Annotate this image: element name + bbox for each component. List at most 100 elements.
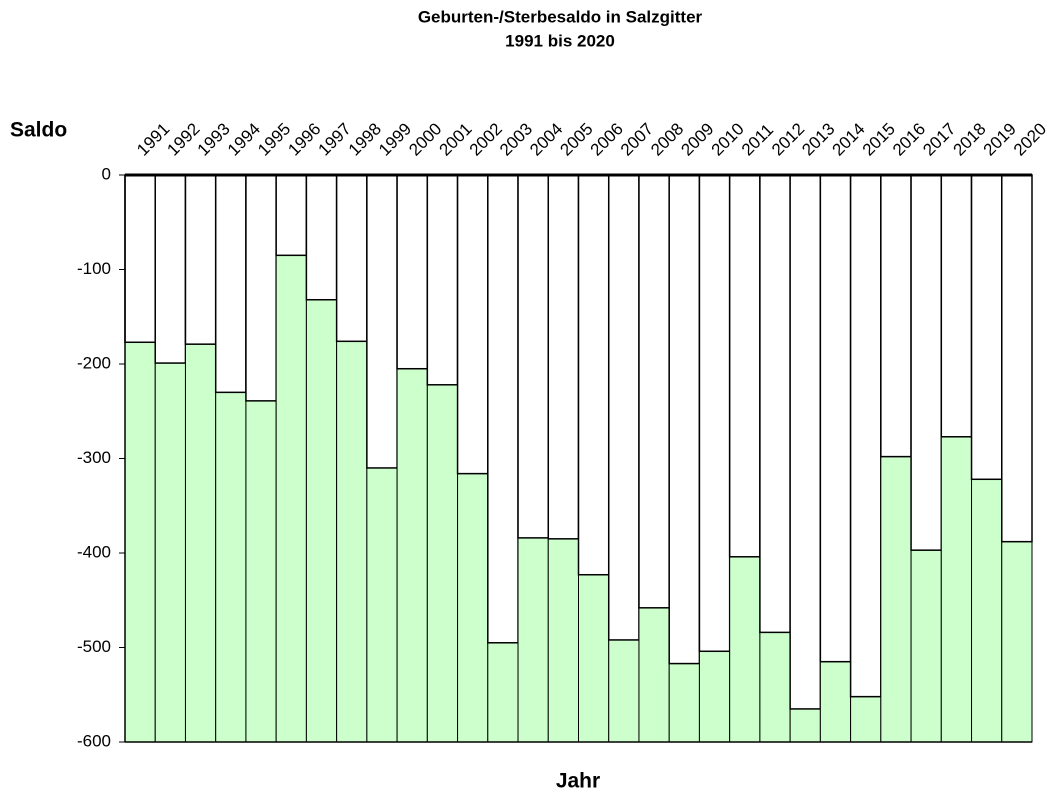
area-below	[729, 556, 761, 743]
y-tick-label: -500	[77, 637, 111, 656]
bar	[214, 174, 247, 394]
area-below	[1001, 541, 1033, 743]
y-tick-label: -100	[77, 259, 111, 278]
area-below	[305, 299, 338, 743]
y-tick-label: 0	[102, 164, 111, 183]
x-tick-label: 2003	[496, 119, 536, 159]
chart-subtitle: 1991 bis 2020	[505, 31, 615, 50]
bar	[517, 174, 550, 539]
x-tick-label: 1997	[315, 119, 355, 159]
x-tick-label: 2015	[859, 119, 899, 159]
x-tick-label: 1992	[163, 119, 203, 159]
x-tick-label: 2014	[829, 119, 869, 159]
x-tick-label: 1996	[284, 119, 324, 159]
x-tick-label: 2005	[556, 119, 596, 159]
x-tick-label: 1998	[345, 119, 385, 159]
area-below	[668, 663, 700, 743]
area-below	[396, 368, 428, 743]
area-below	[698, 650, 731, 743]
area-below	[245, 400, 277, 743]
area-below	[819, 661, 852, 743]
bar	[426, 174, 459, 386]
bar	[124, 174, 156, 344]
x-tick-label: 2008	[647, 119, 687, 159]
area-below	[910, 549, 942, 743]
bar	[607, 174, 640, 641]
area-below	[487, 642, 519, 743]
bar	[487, 174, 519, 644]
x-tick-label: 2001	[435, 119, 475, 159]
area-below	[940, 436, 973, 743]
x-tick-label: 1999	[375, 119, 415, 159]
bar	[184, 174, 217, 345]
x-tick-label: 2019	[980, 119, 1020, 159]
bar	[970, 174, 1003, 481]
chart-title: Geburten-/Sterbesaldo in Salzgitter	[418, 7, 703, 26]
area-below	[880, 456, 912, 743]
y-tick-label: -200	[77, 353, 111, 372]
area-below	[426, 384, 459, 743]
area-below	[154, 362, 186, 743]
bar	[849, 174, 882, 698]
y-tick-label: -600	[77, 731, 111, 750]
x-tick-label: 1993	[194, 119, 234, 159]
x-tick-label: 1991	[133, 119, 173, 159]
x-tick-label: 2004	[526, 119, 566, 159]
area-below	[850, 696, 882, 743]
area-below	[759, 631, 791, 743]
area-below	[789, 708, 821, 743]
x-tick-label: 2013	[798, 119, 838, 159]
bar	[456, 174, 489, 475]
x-tick-label: 2016	[889, 119, 929, 159]
bar	[759, 174, 791, 634]
x-tick-label: 1994	[224, 119, 264, 159]
y-tick-label: -400	[77, 542, 111, 561]
area-below	[547, 538, 579, 743]
bar	[910, 174, 943, 551]
bar	[335, 174, 368, 343]
bar	[789, 174, 822, 710]
bar	[547, 174, 580, 540]
bar	[940, 174, 973, 438]
bar	[668, 174, 701, 665]
bar	[638, 174, 670, 609]
x-tick-label: 2009	[677, 119, 717, 159]
bar	[577, 174, 610, 576]
x-tick-label: 2000	[405, 119, 445, 159]
bar	[245, 174, 277, 402]
area-below	[184, 343, 217, 743]
bar	[305, 174, 338, 301]
x-tick-label: 2002	[466, 119, 506, 159]
bar	[275, 174, 308, 257]
x-tick-label: 2010	[708, 119, 748, 159]
bar	[396, 174, 429, 370]
bar	[154, 174, 187, 364]
x-tick-label: 2006	[587, 119, 627, 159]
area-below	[517, 537, 549, 743]
y-tick-label: -300	[77, 448, 111, 467]
x-axis-label: Jahr	[556, 770, 600, 793]
area-below	[215, 391, 247, 743]
x-tick-label: 2007	[617, 119, 657, 159]
bar	[366, 174, 398, 469]
bar	[819, 174, 852, 663]
bar	[880, 174, 912, 458]
x-tick-label: 2011	[738, 120, 777, 159]
bar	[728, 174, 761, 558]
area-below	[638, 607, 670, 743]
x-tick-label: 2012	[768, 119, 808, 159]
bar	[1001, 174, 1033, 543]
area-below	[457, 473, 489, 743]
area-below	[608, 639, 640, 743]
area-below	[971, 478, 1003, 743]
x-tick-label: 2020	[1010, 119, 1050, 159]
area-below	[578, 574, 610, 743]
area-below	[275, 254, 307, 743]
bar	[698, 174, 731, 653]
x-tick-label: 1995	[254, 119, 294, 159]
area-below	[336, 340, 368, 743]
x-tick-label: 2018	[949, 119, 989, 159]
y-axis-label: Saldo	[10, 119, 67, 142]
x-tick-label: 2017	[919, 119, 959, 159]
